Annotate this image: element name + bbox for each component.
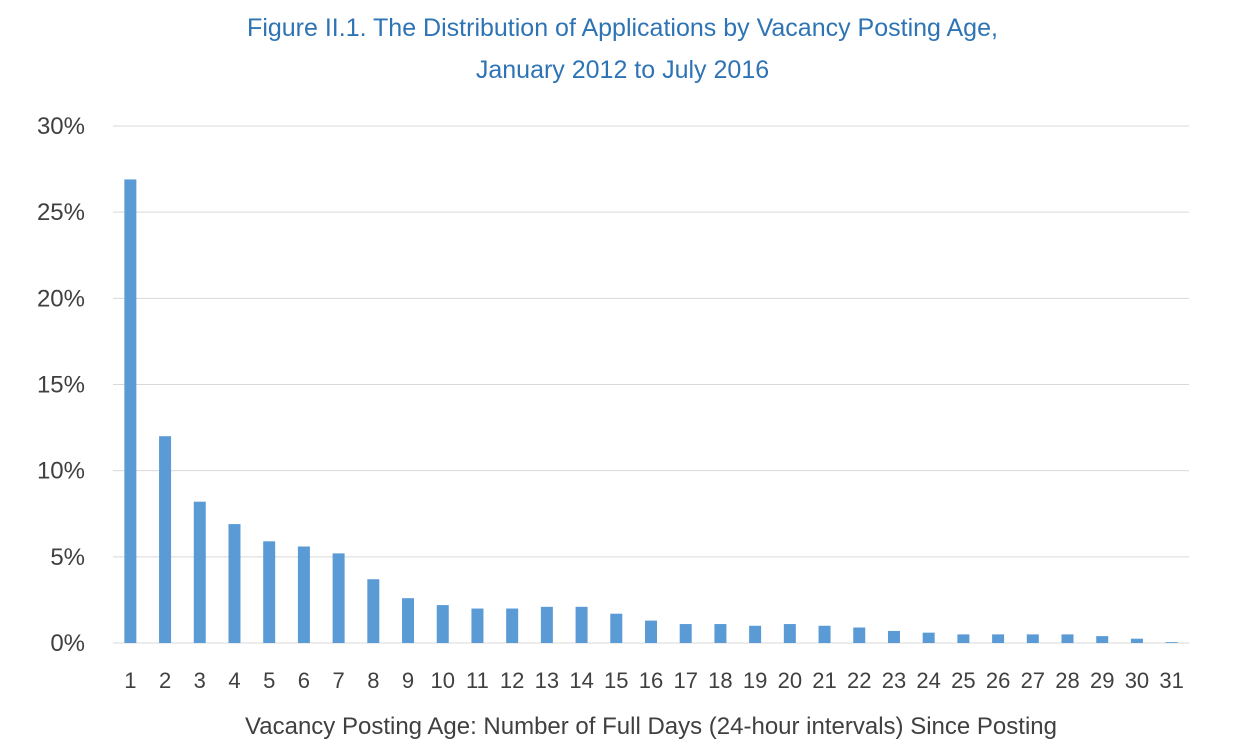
x-tick-label: 18 [708,668,732,693]
x-tick-label: 15 [604,668,628,693]
bar [297,546,310,643]
bar [506,608,519,643]
x-tick-label: 2 [159,668,171,693]
bar [436,605,449,643]
x-tick-label: 19 [743,668,767,693]
x-tick-label: 4 [228,668,240,693]
x-tick-label: 25 [951,668,975,693]
x-tick-label: 27 [1021,668,1045,693]
bar [263,541,276,643]
x-tick-label: 5 [263,668,275,693]
y-tick-label: 25% [37,199,85,226]
y-tick-label: 30% [37,113,85,140]
bar [679,624,692,643]
bar [749,625,762,643]
gridlines [113,125,1189,644]
x-tick-label: 28 [1055,668,1079,693]
x-tick-label: 29 [1090,668,1114,693]
x-axis-ticks: 1 2 3 4 5 6 7 8 9 10 11 12 13 14 15 16 17 18 19 20 21 22 23 24 2… [124,668,1184,693]
x-tick-label: 14 [569,668,593,693]
bar [1165,642,1178,643]
bar [367,579,380,643]
bar [610,613,623,643]
x-tick-label: 12 [500,668,524,693]
bar [645,620,657,643]
x-tick-label: 8 [367,668,379,693]
bar [1130,638,1143,643]
bar [332,553,345,643]
bar [818,625,831,643]
x-tick-label: 7 [332,668,344,693]
x-tick-label: 21 [812,668,836,693]
x-tick-label: 11 [466,668,489,693]
x-tick-label: 31 [1159,668,1183,693]
bar [853,627,866,643]
x-tick-label: 23 [882,668,906,693]
bar [957,634,970,643]
x-tick-label: 22 [847,668,871,693]
chart-title-line1: Figure II.1. The Distribution of Applica… [247,14,998,42]
x-tick-label: 26 [986,668,1010,693]
bar [1026,634,1039,643]
bar [159,436,172,643]
bar [1096,636,1109,643]
y-tick-label: 15% [37,372,85,399]
y-tick-label: 10% [37,458,85,485]
bar [783,624,796,643]
bar [540,606,553,643]
x-tick-label: 10 [430,668,454,693]
x-tick-label: 1 [124,668,136,693]
x-tick-label: 16 [639,668,663,693]
x-axis-label: Vacancy Posting Age: Number of Full Days… [245,713,1057,740]
bar [887,630,900,643]
x-tick-label: 24 [916,668,940,693]
y-tick-label: 20% [37,285,85,312]
bar [124,179,137,643]
bar [471,608,484,643]
x-tick-label: 3 [194,668,206,693]
bar [402,598,415,643]
bars [124,179,1178,643]
y-tick-label: 0% [50,630,85,657]
bar [228,524,241,643]
y-axis-ticks: 0% 5% 10% 15% 20% 25% 30% [37,113,85,657]
x-tick-label: 13 [535,668,559,693]
chart-title-line2: January 2012 to July 2016 [475,56,770,84]
x-tick-label: 20 [778,668,802,693]
bar [1061,634,1074,643]
y-tick-label: 5% [50,544,85,571]
bar [992,634,1005,643]
x-tick-label: 9 [402,668,414,693]
bar [193,501,206,643]
bar [575,606,588,643]
x-tick-label: 30 [1125,668,1149,693]
x-tick-label: 6 [298,668,310,693]
bar [922,632,935,643]
bar [714,624,727,643]
x-tick-label: 17 [673,668,697,693]
